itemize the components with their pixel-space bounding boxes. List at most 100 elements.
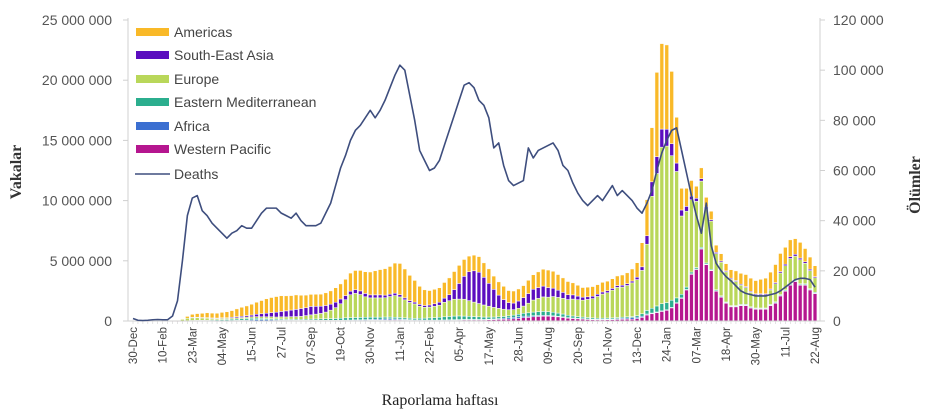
bar-europe (313, 313, 319, 320)
bar-europe (447, 300, 452, 317)
bar-americas (793, 238, 798, 255)
bar-americas (743, 274, 748, 287)
bar-south-east-asia (699, 178, 704, 182)
bar-americas (679, 188, 684, 211)
bar-south-east-asia (679, 209, 684, 217)
bar-south-east-asia (496, 294, 501, 309)
bar-americas (264, 298, 269, 314)
bar-americas (471, 254, 477, 272)
bar-europe (718, 261, 724, 297)
bar-americas (590, 286, 595, 297)
bar-south-east-asia (600, 291, 605, 295)
legend-label-western-pacific: Western Pacific (174, 141, 271, 157)
bar-europe (649, 196, 655, 309)
bar-europe (264, 316, 269, 319)
bar-eastern-mediterranean (348, 317, 353, 321)
bar-americas (343, 279, 348, 296)
y-axis-title: Vakalar (8, 145, 25, 200)
bar-americas (714, 244, 719, 253)
bar-eastern-mediterranean (550, 311, 556, 317)
bar-western-pacific (704, 264, 709, 322)
legend-label-africa: Africa (174, 118, 210, 134)
bar-western-pacific (659, 311, 664, 322)
bar-europe (288, 316, 294, 320)
bar-americas (392, 262, 398, 294)
bar-europe (471, 301, 477, 317)
bar-europe (397, 296, 403, 318)
legend-label-south-east-asia: South-East Asia (174, 47, 274, 63)
bar-europe (802, 263, 808, 285)
bar-eastern-mediterranean (447, 316, 452, 321)
bar-south-east-asia (694, 198, 699, 202)
bar-eastern-mediterranean (437, 317, 442, 321)
bar-south-east-asia (353, 289, 358, 294)
bar-western-pacific (560, 317, 566, 322)
bar-americas (318, 293, 323, 307)
bar-americas (684, 188, 689, 207)
bar-americas (457, 265, 462, 284)
bar-south-east-asia (793, 254, 798, 257)
bar-eastern-mediterranean (373, 316, 378, 320)
bar-americas (506, 290, 511, 303)
bar-south-east-asia (417, 304, 422, 307)
bar-south-east-asia (457, 283, 462, 300)
y2-tick-label: 0 (833, 313, 841, 329)
bar-americas (788, 239, 793, 257)
bar-eastern-mediterranean (368, 316, 373, 320)
bar-south-east-asia (407, 300, 412, 303)
bar-eastern-mediterranean (516, 314, 521, 317)
bar-south-east-asia (279, 311, 284, 318)
bar-south-east-asia (323, 305, 328, 313)
bar-south-east-asia (447, 294, 452, 302)
legend-swatch-western-pacific (136, 145, 169, 153)
bar-europe (501, 308, 506, 317)
bar-americas (437, 287, 442, 303)
bar-south-east-asia (427, 304, 432, 308)
bar-south-east-asia (269, 312, 274, 318)
bar-europe (353, 293, 358, 318)
bar-south-east-asia (343, 295, 348, 301)
bar-western-pacific (709, 270, 714, 322)
bar-south-east-asia (363, 293, 368, 298)
bar-south-east-asia (550, 287, 556, 297)
bar-europe (639, 270, 645, 315)
bar-europe (387, 296, 393, 318)
bar-eastern-mediterranean (476, 316, 482, 320)
bar-eastern-mediterranean (328, 318, 333, 321)
bar-europe (669, 155, 674, 301)
bar-south-east-asia (526, 293, 531, 304)
bar-south-east-asia (555, 289, 561, 298)
bar-south-east-asia (254, 314, 259, 317)
bar-europe (550, 296, 556, 313)
bar-europe (516, 307, 521, 315)
bar-europe (185, 317, 190, 321)
bar-americas (649, 127, 655, 183)
bar-western-pacific (531, 316, 536, 322)
bar-europe (600, 293, 605, 319)
bar-europe (654, 173, 660, 307)
bar-eastern-mediterranean (536, 311, 541, 316)
bar-americas (422, 289, 427, 306)
bar-europe (338, 303, 343, 319)
bar-europe (496, 308, 501, 318)
bar-europe (679, 215, 684, 295)
bar-europe (605, 292, 610, 319)
bar-africa (516, 316, 521, 319)
bar-europe (476, 303, 482, 318)
bar-eastern-mediterranean (442, 316, 447, 321)
bar-western-pacific (778, 295, 783, 322)
bar-south-east-asia (625, 283, 630, 286)
bar-eastern-mediterranean (353, 317, 358, 321)
bar-americas (654, 72, 660, 157)
x-tick-label: 10-Feb (158, 327, 170, 363)
x-tick-label: 19-Oct (336, 326, 348, 361)
x-tick-label: 01-Nov (602, 327, 614, 364)
bar-americas (293, 294, 299, 310)
bar-western-pacific (753, 308, 758, 322)
bar-eastern-mediterranean (689, 271, 694, 275)
bar-eastern-mediterranean (417, 317, 422, 321)
bar-europe (620, 286, 625, 318)
bar-south-east-asia (249, 314, 254, 318)
bar-europe (437, 304, 442, 318)
bar-eastern-mediterranean (343, 317, 348, 321)
